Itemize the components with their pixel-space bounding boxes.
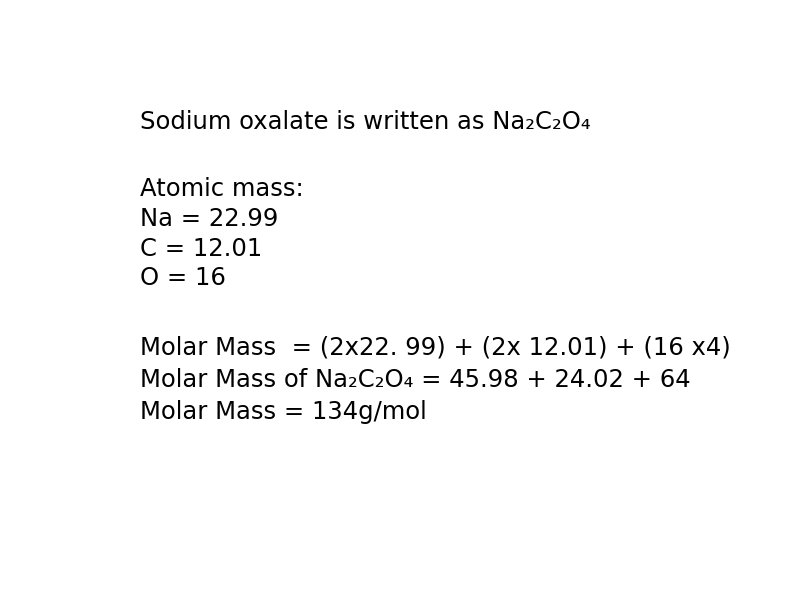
Text: Molar Mass = 134g/mol: Molar Mass = 134g/mol (140, 400, 427, 424)
Text: O = 16: O = 16 (140, 266, 226, 290)
Text: C = 12.01: C = 12.01 (140, 236, 262, 260)
Text: Molar Mass of Na₂C₂O₄ = 45.98 + 24.02 + 64: Molar Mass of Na₂C₂O₄ = 45.98 + 24.02 + … (140, 368, 691, 392)
Text: Molar Mass  = (2x22. 99) + (2x 12.01) + (16 x4): Molar Mass = (2x22. 99) + (2x 12.01) + (… (140, 336, 731, 359)
Text: Na = 22.99: Na = 22.99 (140, 207, 278, 230)
Text: Sodium oxalate is written as Na₂C₂O₄: Sodium oxalate is written as Na₂C₂O₄ (140, 110, 591, 134)
Text: Atomic mass:: Atomic mass: (140, 177, 304, 201)
